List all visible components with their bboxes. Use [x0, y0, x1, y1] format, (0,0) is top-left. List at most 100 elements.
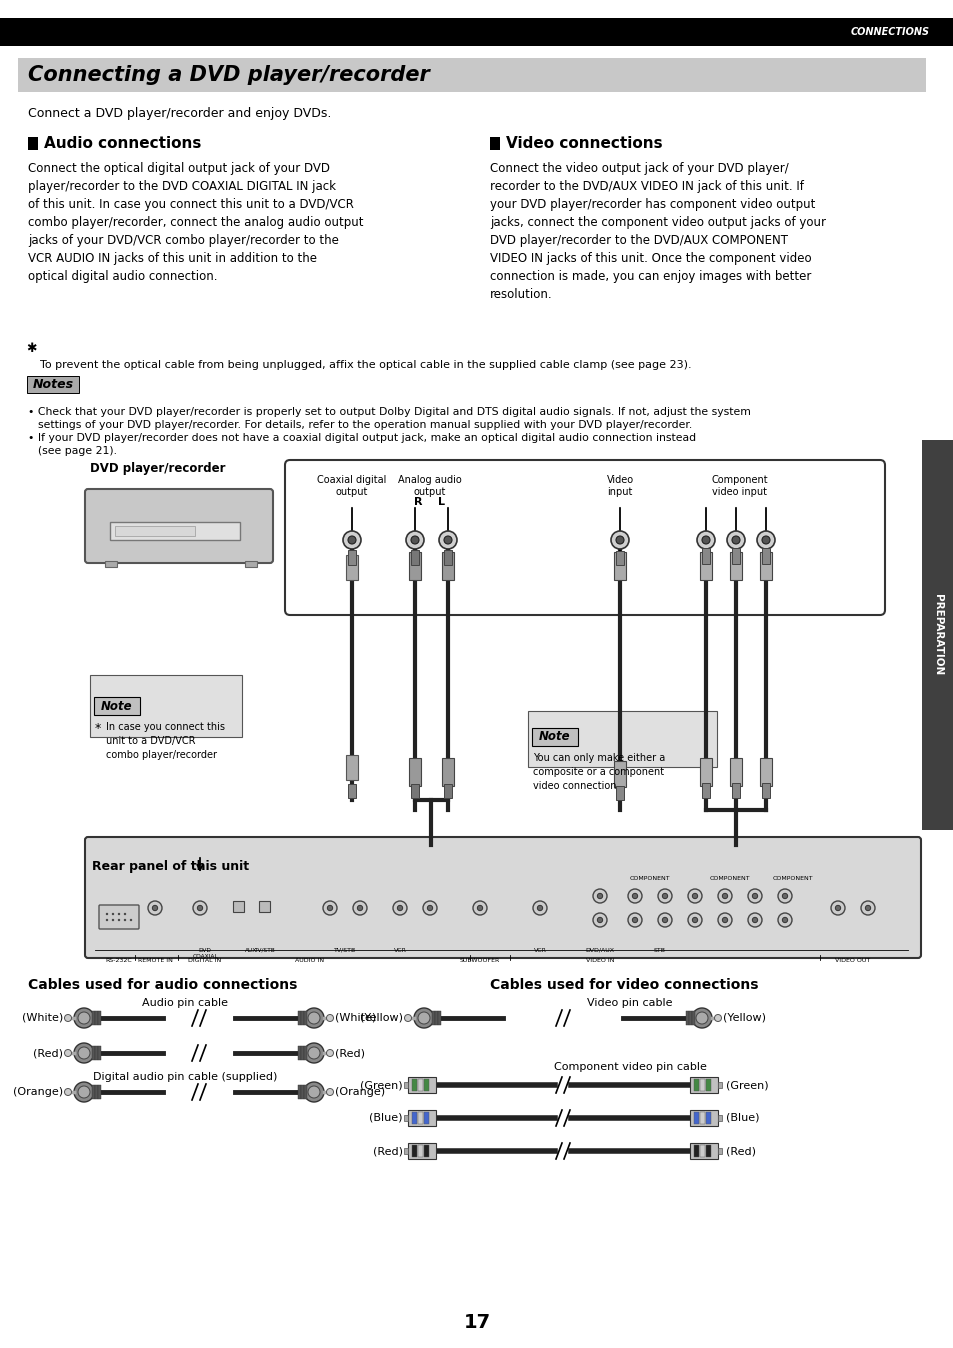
Bar: [700, 1112, 704, 1124]
Circle shape: [752, 894, 757, 899]
Text: VCR: VCR: [533, 948, 546, 953]
Bar: [18, 58, 925, 92]
Circle shape: [597, 894, 602, 899]
Circle shape: [627, 888, 641, 903]
Bar: [614, 762, 625, 787]
FancyBboxPatch shape: [85, 837, 920, 958]
Bar: [689, 1077, 718, 1093]
Text: AUDIO IN: AUDIO IN: [295, 958, 324, 962]
Bar: [301, 1011, 304, 1024]
Circle shape: [658, 888, 671, 903]
Circle shape: [65, 1050, 71, 1057]
Bar: [689, 1109, 718, 1126]
Text: Connect the optical digital output jack of your DVD
player/recorder to the DVD C: Connect the optical digital output jack …: [28, 162, 363, 283]
FancyBboxPatch shape: [27, 376, 79, 394]
Text: (Blue): (Blue): [725, 1113, 759, 1123]
Text: In case you connect this
unit to a DVD/VCR
combo player/recorder: In case you connect this unit to a DVD/V…: [106, 723, 225, 760]
Circle shape: [661, 894, 667, 899]
Text: DVD/AUX: DVD/AUX: [585, 948, 614, 953]
Circle shape: [438, 531, 456, 549]
Bar: [441, 758, 454, 786]
Text: Component
video input: Component video input: [711, 474, 767, 496]
Bar: [705, 1078, 710, 1091]
Text: (Red): (Red): [725, 1146, 755, 1157]
Text: VCR: VCR: [394, 948, 406, 953]
Text: (Green): (Green): [360, 1080, 402, 1091]
Circle shape: [152, 906, 157, 911]
Bar: [616, 786, 623, 799]
FancyBboxPatch shape: [285, 460, 884, 615]
Circle shape: [757, 531, 774, 549]
Bar: [423, 1078, 429, 1091]
Circle shape: [78, 1086, 90, 1099]
Circle shape: [327, 906, 333, 911]
Circle shape: [357, 906, 362, 911]
Circle shape: [476, 906, 482, 911]
Circle shape: [78, 1012, 90, 1024]
Circle shape: [74, 1082, 94, 1103]
Bar: [115, 526, 194, 537]
Circle shape: [537, 906, 542, 911]
FancyBboxPatch shape: [527, 710, 717, 767]
Circle shape: [353, 900, 367, 915]
Bar: [729, 758, 741, 786]
Text: TV/STB: TV/STB: [334, 948, 355, 953]
Circle shape: [864, 906, 870, 911]
Text: settings of your DVD player/recorder. For details, refer to the operation manual: settings of your DVD player/recorder. Fo…: [38, 421, 692, 430]
Bar: [304, 1046, 307, 1060]
Bar: [408, 1077, 436, 1093]
Text: (Yellow): (Yellow): [722, 1012, 765, 1023]
Text: Cables used for audio connections: Cables used for audio connections: [28, 979, 297, 992]
Bar: [346, 755, 357, 780]
Circle shape: [830, 900, 844, 915]
Bar: [110, 522, 240, 541]
Bar: [348, 550, 355, 565]
Bar: [297, 1011, 301, 1024]
Text: (Red): (Red): [373, 1146, 402, 1157]
Bar: [417, 1144, 422, 1157]
Bar: [28, 137, 38, 150]
Bar: [304, 1011, 307, 1024]
Circle shape: [326, 1088, 334, 1096]
Bar: [409, 758, 420, 786]
Circle shape: [861, 900, 874, 915]
Text: Video connections: Video connections: [505, 136, 662, 151]
Circle shape: [443, 537, 452, 545]
Circle shape: [747, 888, 761, 903]
Circle shape: [781, 918, 787, 922]
Text: Video
input: Video input: [606, 474, 633, 496]
Text: (Yellow): (Yellow): [359, 1012, 402, 1023]
Text: (Red): (Red): [33, 1047, 63, 1058]
Circle shape: [747, 913, 761, 927]
Circle shape: [124, 919, 126, 921]
Circle shape: [304, 1082, 324, 1103]
Bar: [91, 1085, 95, 1099]
Text: Note: Note: [101, 700, 132, 713]
Bar: [614, 551, 625, 580]
Bar: [95, 1085, 98, 1099]
Bar: [403, 1148, 408, 1154]
Circle shape: [761, 537, 769, 545]
Bar: [616, 551, 623, 565]
Text: CONNECTIONS: CONNECTIONS: [850, 27, 929, 36]
Text: To prevent the optical cable from being unplugged, affix the optical cable in th: To prevent the optical cable from being …: [40, 360, 691, 369]
Circle shape: [112, 913, 114, 915]
Circle shape: [65, 1088, 71, 1096]
Text: DIGITAL IN: DIGITAL IN: [188, 958, 221, 962]
Bar: [417, 1078, 422, 1091]
Circle shape: [117, 919, 120, 921]
Circle shape: [112, 919, 114, 921]
Circle shape: [593, 913, 606, 927]
Text: • If your DVD player/recorder does not have a coaxial digital output jack, make : • If your DVD player/recorder does not h…: [28, 433, 696, 443]
Circle shape: [304, 1043, 324, 1064]
Bar: [297, 1085, 301, 1099]
Text: Connect a DVD player/recorder and enjoy DVDs.: Connect a DVD player/recorder and enjoy …: [28, 106, 331, 120]
Text: Coaxial digital
output: Coaxial digital output: [317, 474, 386, 496]
Bar: [731, 549, 740, 563]
Text: (Red): (Red): [335, 1047, 365, 1058]
Text: Connect the video output jack of your DVD player/
recorder to the DVD/AUX VIDEO : Connect the video output jack of your DV…: [490, 162, 825, 301]
Circle shape: [701, 537, 709, 545]
Circle shape: [721, 894, 727, 899]
Text: (Orange): (Orange): [12, 1086, 63, 1097]
Text: Analog audio
output: Analog audio output: [397, 474, 461, 496]
